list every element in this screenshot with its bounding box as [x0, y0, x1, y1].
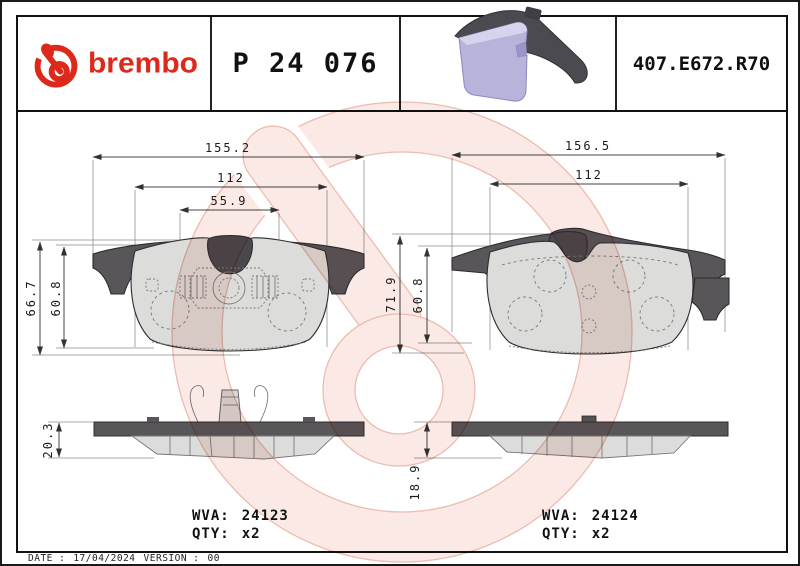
- version-value: 00: [207, 553, 220, 564]
- version-label: VERSION :: [143, 553, 200, 564]
- brand-logo: brembo: [30, 38, 198, 90]
- drawing-frame: brembo P 24 076 407.E672.R70: [16, 15, 788, 553]
- right-pad-labels: WVA: 24124 QTY: x2: [542, 507, 639, 543]
- right-wva-value: 24124: [591, 508, 639, 524]
- left-pad-labels: WVA: 24123 QTY: x2: [192, 507, 289, 543]
- right-qty-label: QTY:: [542, 526, 580, 542]
- left-qty-label: QTY:: [192, 526, 230, 542]
- title-block: brembo P 24 076 407.E672.R70: [18, 17, 786, 112]
- brand-wordmark: brembo: [87, 47, 198, 79]
- right-wva-label: WVA:: [542, 508, 580, 524]
- date-value: 17/04/2024: [73, 553, 136, 564]
- ref-code-cell: 407.E672.R70: [617, 17, 786, 110]
- product-photo-cell: [401, 17, 617, 110]
- left-wva-value: 24123: [241, 508, 289, 524]
- brand-cell: brembo: [18, 17, 212, 110]
- left-wva-label: WVA:: [192, 508, 230, 524]
- left-qty-value: x2: [241, 526, 261, 542]
- footer: DATE : 17/04/2024 VERSION : 00: [28, 553, 220, 564]
- brembo-logo-icon: [34, 43, 78, 88]
- date-label: DATE :: [28, 553, 66, 564]
- right-qty-value: x2: [591, 526, 611, 542]
- ref-code: 407.E672.R70: [632, 52, 771, 75]
- part-number: P 24 076: [232, 48, 379, 79]
- part-number-cell: P 24 076: [212, 17, 401, 110]
- brake-pad-photo: [454, 6, 588, 102]
